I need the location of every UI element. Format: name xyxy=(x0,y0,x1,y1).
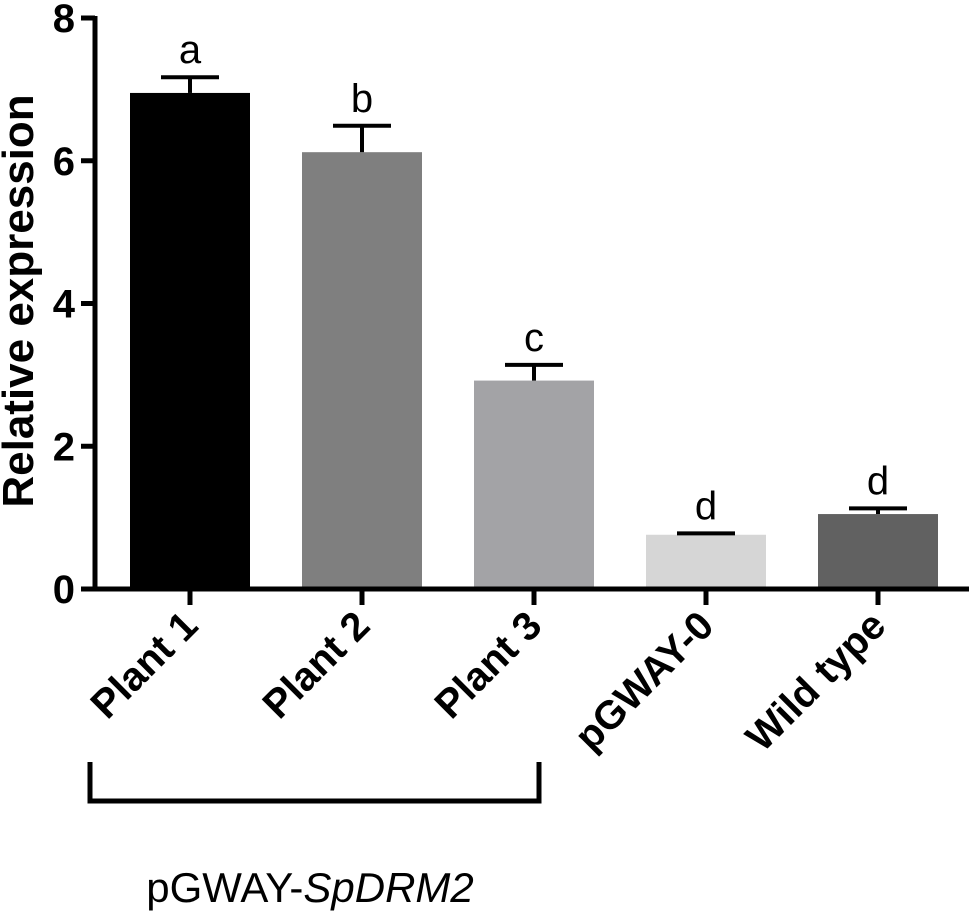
significance-label-4: d xyxy=(695,484,717,528)
significance-label-5: d xyxy=(867,459,889,503)
y-tick-label-6: 6 xyxy=(53,140,75,184)
group-label-gene: SpDRM2 xyxy=(303,864,473,911)
significance-label-3: c xyxy=(524,316,544,360)
x-tick-label-5: Wild type xyxy=(738,603,895,760)
x-tick-label-2: Plant 2 xyxy=(255,603,379,727)
group-label-prefix: pGWAY- xyxy=(146,864,303,911)
significance-label-2: b xyxy=(351,77,373,121)
x-tick-label-3: Plant 3 xyxy=(427,603,551,727)
group-label: pGWAY-SpDRM2 xyxy=(146,864,474,911)
group-bracket-line xyxy=(87,762,542,804)
significance-label-1: a xyxy=(179,28,202,72)
x-tick-label-1: Plant 1 xyxy=(83,603,207,727)
y-tick-label-4: 4 xyxy=(53,283,76,327)
plot-area: a b c d d 0 2 4 6 8 Plant 1 Plant 2 Plant 3 pGWAY-0 Wi… xyxy=(53,0,969,760)
y-axis-title: Relative expression xyxy=(0,94,43,507)
bar-3 xyxy=(474,380,594,589)
bar-5 xyxy=(818,514,938,589)
y-tick-label-0: 0 xyxy=(53,568,75,612)
bar-2 xyxy=(302,152,422,589)
x-tick-label-4: pGWAY-0 xyxy=(567,603,723,759)
group-bracket xyxy=(87,762,542,804)
y-tick-label-2: 2 xyxy=(53,425,75,469)
bar-1 xyxy=(130,92,250,589)
bar-4 xyxy=(646,534,766,589)
y-tick-label-8: 8 xyxy=(53,0,75,41)
